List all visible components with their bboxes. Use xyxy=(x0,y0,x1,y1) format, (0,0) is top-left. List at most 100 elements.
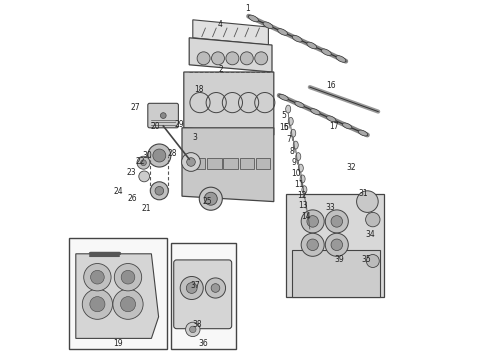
Circle shape xyxy=(226,52,239,65)
Text: 27: 27 xyxy=(130,103,140,112)
Circle shape xyxy=(121,270,135,284)
Circle shape xyxy=(307,239,318,251)
Circle shape xyxy=(91,270,104,284)
Text: 24: 24 xyxy=(114,187,123,196)
Ellipse shape xyxy=(279,94,288,100)
Text: 35: 35 xyxy=(362,256,371,264)
Circle shape xyxy=(187,158,196,166)
Circle shape xyxy=(307,216,318,227)
Circle shape xyxy=(186,283,197,293)
Ellipse shape xyxy=(302,186,307,194)
Circle shape xyxy=(357,191,378,212)
Text: 25: 25 xyxy=(202,197,212,206)
Circle shape xyxy=(190,326,196,333)
Polygon shape xyxy=(191,158,205,169)
Circle shape xyxy=(155,186,164,195)
Ellipse shape xyxy=(293,141,298,149)
Text: 39: 39 xyxy=(335,256,344,264)
Text: 6: 6 xyxy=(284,123,289,132)
Text: 1: 1 xyxy=(245,4,250,13)
Circle shape xyxy=(197,52,210,65)
Circle shape xyxy=(199,187,222,210)
Circle shape xyxy=(255,52,268,65)
Text: 17: 17 xyxy=(329,122,339,131)
Ellipse shape xyxy=(288,117,293,125)
Circle shape xyxy=(331,216,343,227)
Text: 37: 37 xyxy=(191,281,200,289)
Circle shape xyxy=(366,212,380,227)
Circle shape xyxy=(84,264,111,291)
Polygon shape xyxy=(182,128,274,202)
Ellipse shape xyxy=(343,123,352,129)
Text: 31: 31 xyxy=(358,189,368,198)
Circle shape xyxy=(212,52,224,65)
Text: 19: 19 xyxy=(114,339,123,348)
Text: 23: 23 xyxy=(127,168,136,177)
Ellipse shape xyxy=(278,29,288,35)
Text: 10: 10 xyxy=(292,170,301,179)
Circle shape xyxy=(331,239,343,251)
Text: 2: 2 xyxy=(218,65,223,74)
Text: 29: 29 xyxy=(174,120,184,129)
Ellipse shape xyxy=(307,42,317,49)
Polygon shape xyxy=(193,20,269,45)
Ellipse shape xyxy=(326,116,336,122)
Circle shape xyxy=(205,278,225,298)
Text: 13: 13 xyxy=(298,202,308,210)
Text: 22: 22 xyxy=(135,157,145,166)
Circle shape xyxy=(148,144,171,167)
Ellipse shape xyxy=(286,105,291,113)
Ellipse shape xyxy=(298,164,303,172)
Text: 38: 38 xyxy=(193,320,202,329)
Circle shape xyxy=(150,182,169,200)
Circle shape xyxy=(186,322,200,337)
Circle shape xyxy=(180,276,203,300)
Polygon shape xyxy=(292,250,380,297)
Circle shape xyxy=(325,210,348,233)
Circle shape xyxy=(160,113,166,118)
Ellipse shape xyxy=(248,15,258,22)
Polygon shape xyxy=(184,72,274,135)
Text: 30: 30 xyxy=(142,151,152,160)
Polygon shape xyxy=(286,194,384,297)
Text: 14: 14 xyxy=(301,212,311,220)
Circle shape xyxy=(240,52,253,65)
Circle shape xyxy=(325,233,348,256)
Text: 11: 11 xyxy=(294,180,304,189)
Polygon shape xyxy=(223,158,238,169)
Circle shape xyxy=(211,284,220,292)
Circle shape xyxy=(121,297,136,312)
Ellipse shape xyxy=(305,206,311,214)
Polygon shape xyxy=(256,158,270,169)
Circle shape xyxy=(182,153,200,171)
Text: 4: 4 xyxy=(218,20,223,29)
FancyBboxPatch shape xyxy=(174,260,232,329)
Text: 3: 3 xyxy=(192,133,197,142)
Ellipse shape xyxy=(358,130,368,136)
Text: 16: 16 xyxy=(326,81,336,90)
Ellipse shape xyxy=(263,22,273,28)
Ellipse shape xyxy=(300,175,305,183)
Circle shape xyxy=(82,289,113,319)
Text: 15: 15 xyxy=(279,123,289,132)
Ellipse shape xyxy=(321,49,331,55)
Ellipse shape xyxy=(296,153,301,161)
Polygon shape xyxy=(207,158,221,169)
Ellipse shape xyxy=(311,109,320,114)
Ellipse shape xyxy=(336,56,346,62)
Text: 33: 33 xyxy=(326,202,336,212)
Circle shape xyxy=(367,255,379,267)
Text: 36: 36 xyxy=(199,339,208,348)
Text: 34: 34 xyxy=(366,230,375,239)
Circle shape xyxy=(113,289,143,319)
Text: 32: 32 xyxy=(346,163,356,172)
Circle shape xyxy=(114,264,142,291)
Circle shape xyxy=(204,192,217,205)
Circle shape xyxy=(141,160,147,166)
Text: 9: 9 xyxy=(292,158,296,167)
Text: 26: 26 xyxy=(128,194,138,202)
Circle shape xyxy=(153,149,166,162)
Text: 12: 12 xyxy=(297,191,306,200)
Ellipse shape xyxy=(291,129,296,137)
Ellipse shape xyxy=(304,196,309,204)
